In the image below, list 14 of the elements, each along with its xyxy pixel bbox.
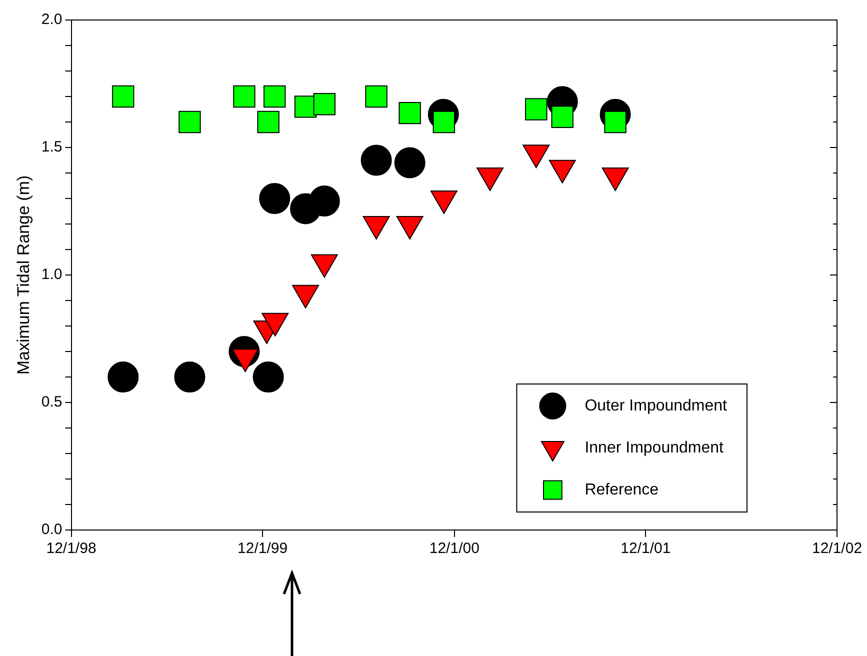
y-tick-label: 1.0 [41,266,62,284]
x-tick-label: 12/1/00 [429,540,480,558]
legend-label: Outer Impoundment [584,397,728,414]
x-tick-label: 12/1/98 [46,540,96,558]
x-tick-label: 12/1/01 [620,540,671,558]
x-tick-label: 12/1/02 [812,540,862,558]
y-tick-label: 2.0 [41,11,62,28]
x-tick-label: 12/1/99 [238,540,288,558]
y-tick-label: 0.0 [41,521,62,538]
y-tick-label: 1.5 [41,138,62,156]
legend-label: Inner Impoundment [584,439,724,456]
y-axis-title: Maximum Tidal Range (m) [14,175,33,375]
y-tick-label: 0.5 [41,394,62,411]
legend-label: Reference [584,481,659,498]
